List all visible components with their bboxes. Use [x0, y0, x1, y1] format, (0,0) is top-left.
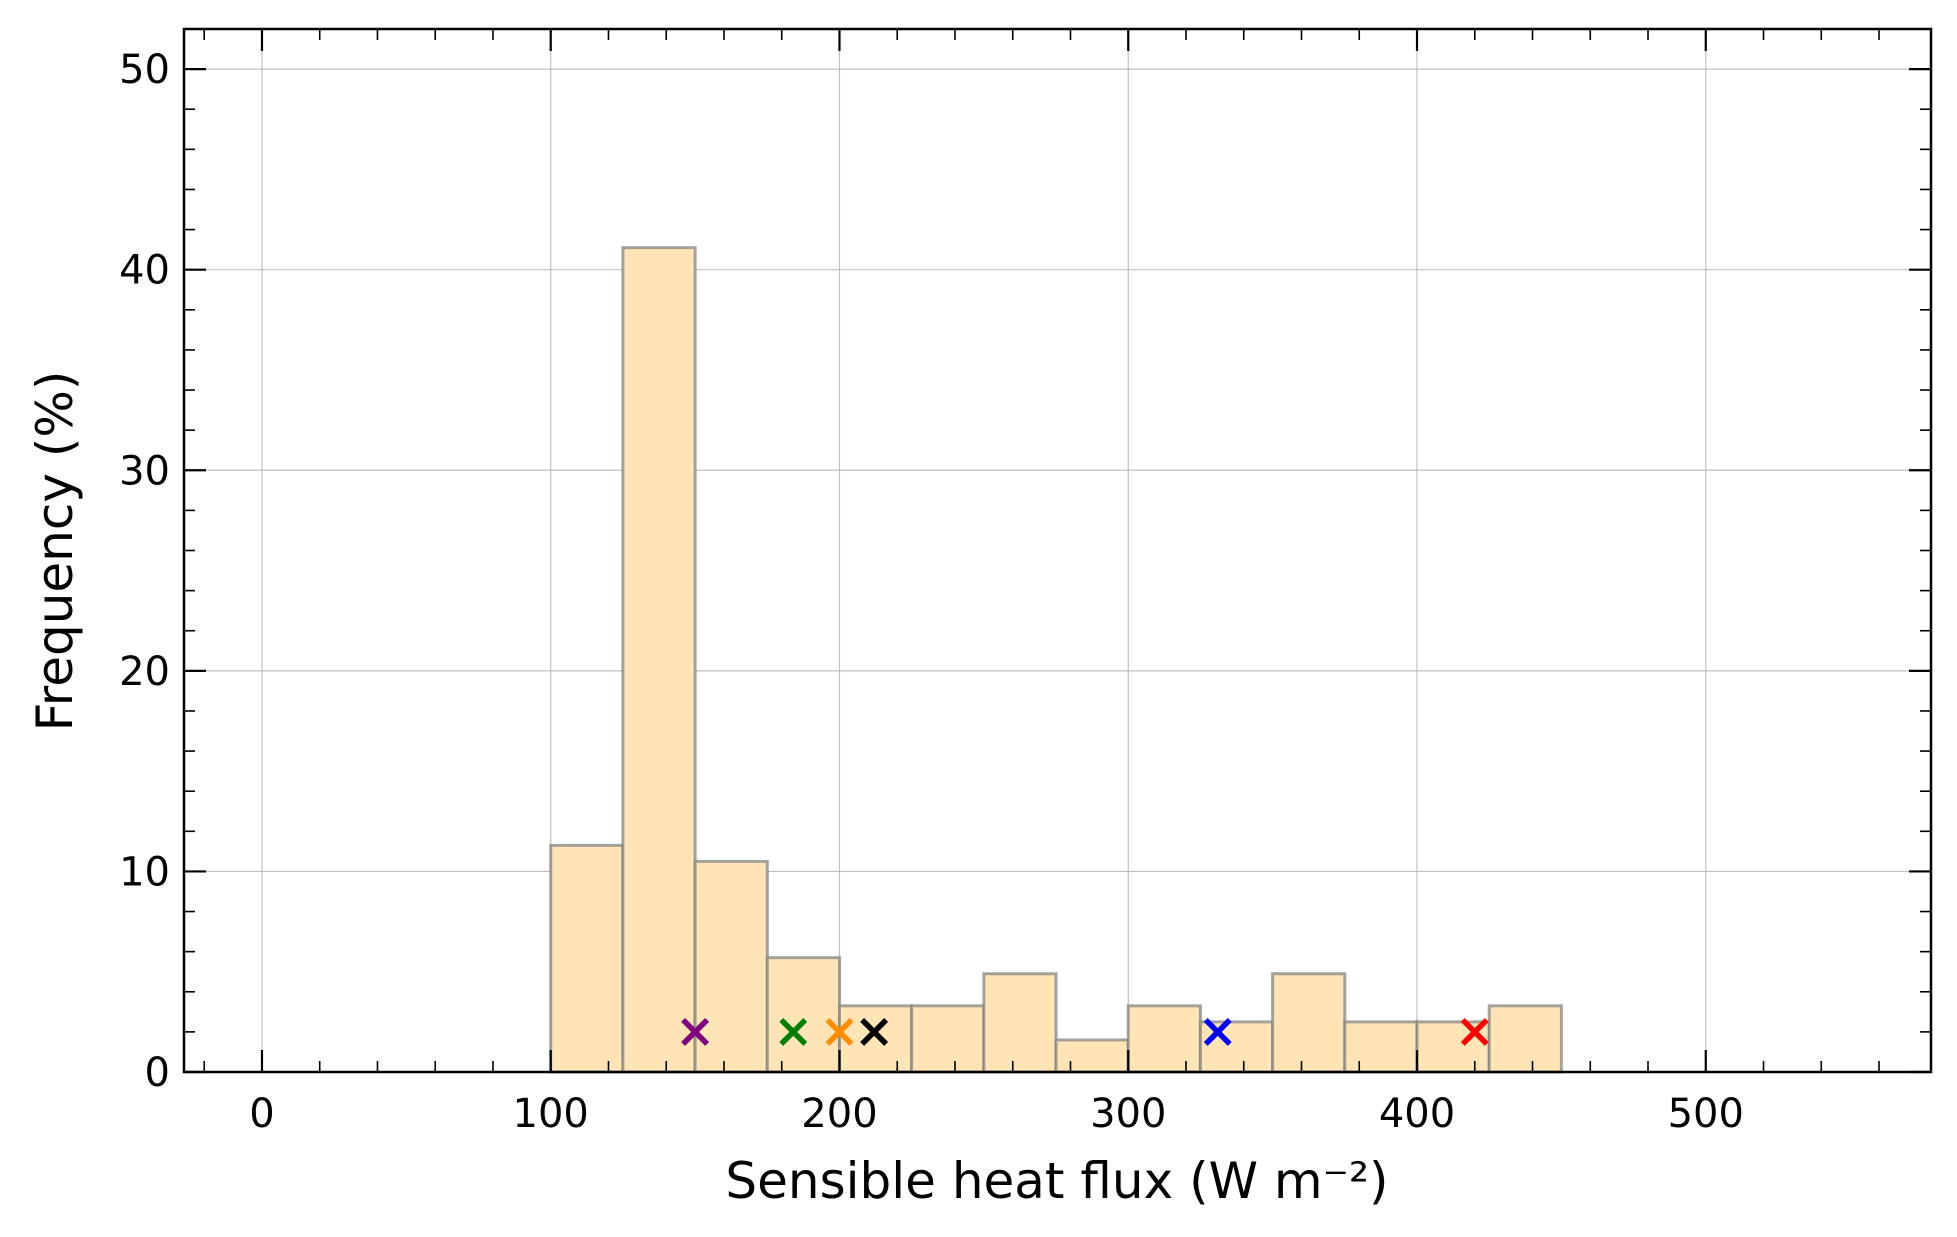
histogram-bar: [549, 843, 625, 1074]
histogram-bar: [1054, 1038, 1130, 1074]
axis-ticks: [184, 28, 1931, 1074]
x-marker: [825, 1017, 854, 1046]
y-tick-label: 10: [119, 849, 170, 895]
histogram-bar: [1343, 1020, 1419, 1074]
x-marker-stroke: [681, 1017, 710, 1046]
plot-frame: [182, 27, 1933, 1074]
histogram-bar: [1271, 972, 1347, 1074]
statistic-markers: [681, 1017, 1489, 1046]
x-marker: [681, 1017, 710, 1046]
x-marker-stroke: [1203, 1017, 1232, 1046]
histogram-bar: [982, 972, 1058, 1074]
histogram-bar: [693, 859, 769, 1074]
x-marker: [1203, 1017, 1232, 1046]
histogram-bar: [1126, 1004, 1202, 1074]
x-tick-label: 400: [1379, 1091, 1455, 1137]
x-axis-title: Sensible heat flux (W m⁻²): [725, 1152, 1388, 1210]
x-tick-label: 300: [1090, 1091, 1166, 1137]
x-marker: [860, 1017, 889, 1046]
x-marker-stroke: [779, 1017, 808, 1046]
histogram-bars: [549, 246, 1563, 1074]
y-tick-label: 0: [145, 1050, 170, 1096]
x-marker: [1460, 1017, 1489, 1046]
x-marker-stroke: [825, 1017, 854, 1046]
histogram-bar: [1198, 1020, 1275, 1074]
tick-labels: 0 100 200 300 400 500 0 10 20 30 40 50: [119, 47, 1744, 1137]
x-tick-label: 200: [801, 1091, 877, 1137]
y-tick-label: 20: [119, 649, 170, 695]
y-axis-title: Frequency (%): [26, 371, 84, 732]
x-tick-label: 100: [513, 1091, 589, 1137]
histogram-bar: [765, 956, 841, 1074]
histogram-bar: [621, 246, 697, 1074]
x-marker-stroke: [1460, 1017, 1489, 1046]
x-tick-label: 0: [249, 1091, 274, 1137]
x-marker: [779, 1017, 808, 1046]
y-tick-label: 50: [119, 47, 170, 93]
grid: [184, 29, 1931, 1073]
histogram-bar: [910, 1004, 986, 1074]
y-tick-label: 40: [119, 248, 170, 294]
histogram-bar: [1487, 1004, 1563, 1074]
x-tick-label: 500: [1668, 1091, 1744, 1137]
y-tick-label: 30: [119, 448, 170, 494]
histogram-bar: [837, 1004, 914, 1074]
x-marker-stroke: [860, 1017, 889, 1046]
